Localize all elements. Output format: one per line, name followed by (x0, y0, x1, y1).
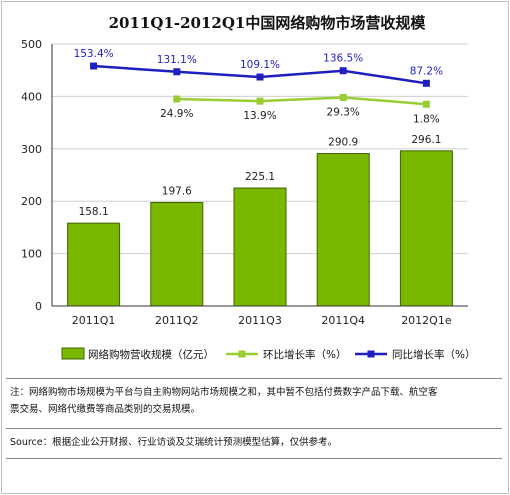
divider-top (6, 378, 502, 379)
divider-bottom (6, 458, 502, 459)
bar-value-label: 296.1 (411, 134, 441, 146)
qoq-rate-label: 24.9% (160, 108, 193, 120)
labels: 158.1 197.6 225.1 290.9 296.1 24.9% 13.9% 29.3%… (74, 48, 444, 218)
bar-2011Q3 (233, 187, 287, 307)
yoy-marker-2011Q3 (256, 73, 264, 81)
bar-2011Q1 (67, 222, 121, 307)
qoq-rate-label: 13.9% (243, 110, 276, 122)
bars (67, 150, 453, 307)
yoy-marker-2012Q1e (422, 79, 430, 87)
legend-bar-swatch (61, 347, 85, 360)
bar-value-label: 197.6 (162, 185, 192, 197)
y-tick-label-0: 0 (35, 300, 42, 313)
x-tick-label-2011Q1: 2011Q1 (72, 314, 116, 327)
qoq-marker-2012Q1e (422, 100, 430, 108)
y-tick-label-100: 100 (21, 248, 42, 261)
legend-qoq-label: 环比增长率（%） (263, 348, 346, 361)
bar-value-label: 225.1 (245, 171, 275, 183)
axes: 0 100 200 300 400 500 2011Q1 2011Q2 2011Q3 2011Q4… (21, 38, 468, 327)
footnote-line-1: 注：网络购物市场规模为平台与自主购物网站市场规模之和，其中暂不包括付费数字产品下… (10, 387, 438, 398)
y-tick-label-300: 300 (21, 143, 42, 156)
bar-value-label: 290.9 (328, 137, 358, 149)
divider-middle (6, 428, 502, 429)
legend-yoy-label: 同比增长率（%） (392, 348, 475, 361)
yoy-marker-2011Q4 (339, 67, 347, 75)
qoq-marker-2011Q3 (256, 97, 264, 105)
y-tick-label-500: 500 (21, 38, 42, 51)
yoy-rate-label: 136.5% (323, 53, 363, 65)
bar-2011Q4 (316, 153, 370, 307)
yoy-marker-2011Q2 (173, 68, 181, 76)
yoy-rate-label: 87.2% (410, 65, 443, 77)
legend-bar-label: 网络购物营收规模（亿元） (88, 348, 214, 361)
bar-2012Q1e (399, 150, 453, 307)
yoy-rate-label: 109.1% (240, 59, 280, 71)
legend-yoy-marker (367, 350, 375, 358)
y-tick-label-200: 200 (21, 195, 42, 208)
x-tick-label-2011Q3: 2011Q3 (238, 314, 282, 327)
chart-title: 2011Q1-2012Q1中国网络购物市场营收规模 (109, 14, 427, 32)
x-tick-label-2012Q1e: 2012Q1e (401, 314, 452, 327)
source-note: Source：根据企业公开财报、行业访谈及艾瑞统计预测模型估算，仅供参考。 (10, 437, 338, 448)
qoq-marker-2011Q2 (173, 95, 181, 103)
x-tick-label-2011Q2: 2011Q2 (155, 314, 199, 327)
qoq-line (176, 96, 427, 106)
bar-2011Q2 (150, 201, 204, 307)
footnote-line-2: 票交易、网络代缴费等商品类别的交易规模。 (10, 404, 201, 415)
qoq-rate-label: 29.3% (327, 106, 360, 118)
yoy-rate-label: 153.4% (74, 48, 114, 60)
lines (90, 62, 430, 108)
x-tick-label-2011Q4: 2011Q4 (321, 314, 365, 327)
yoy-rate-label: 131.1% (157, 54, 197, 66)
qoq-rate-label: 1.8% (413, 113, 440, 125)
legend-qoq-marker (238, 350, 246, 358)
qoq-marker-2011Q4 (339, 93, 347, 101)
y-tick-label-400: 400 (21, 90, 42, 103)
legend: 网络购物营收规模（亿元） 环比增长率（%） 同比增长率（%） (61, 347, 475, 361)
chart: 2011Q1-2012Q1中国网络购物市场营收规模 0 100 200 300 400 5… (21, 14, 475, 361)
bar-value-label: 158.1 (79, 206, 109, 218)
yoy-marker-2011Q1 (90, 62, 98, 70)
